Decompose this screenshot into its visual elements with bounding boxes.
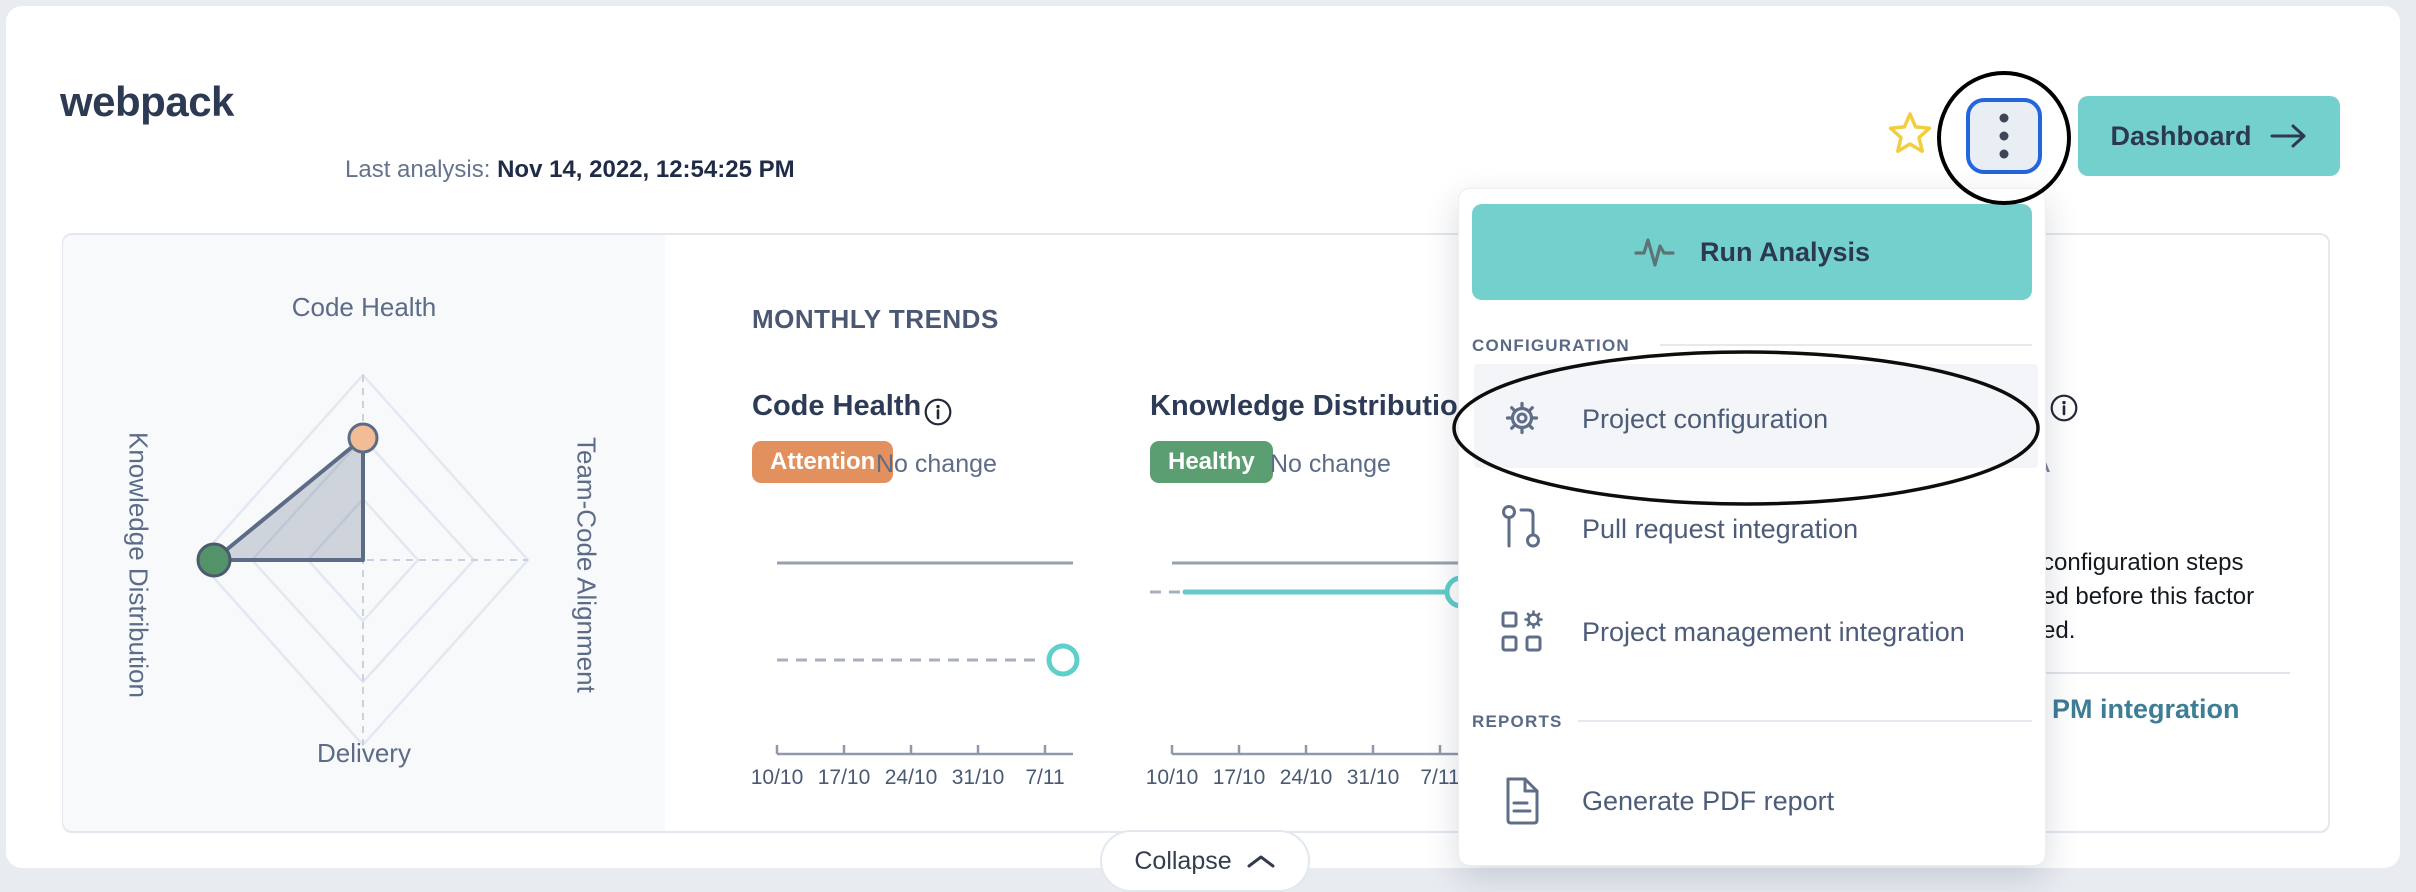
status-badge-knowledge-distribution: Healthy — [1150, 441, 1273, 483]
trend-chart-code-health — [770, 550, 1082, 765]
page-title: webpack — [60, 78, 234, 125]
trend-endpoint-code-health — [1046, 643, 1080, 677]
dashboard-button[interactable]: Dashboard — [2078, 96, 2340, 176]
x-tick-label: 31/10 — [1346, 766, 1400, 789]
menu-item-project-configuration[interactable]: Project configuration — [1582, 404, 1829, 434]
status-badge-code-health: Attention — [752, 441, 894, 483]
last-analysis-label: Last analysis: — [345, 156, 491, 183]
last-analysis-value: Nov 14, 2022, 12:54:25 PM — [497, 156, 795, 183]
note-line: configuration steps — [2042, 549, 2244, 576]
more-options-button[interactable] — [1966, 98, 2042, 174]
divider — [1660, 344, 2032, 346]
pull-request-icon — [1500, 504, 1544, 554]
modules-gear-icon — [1498, 608, 1548, 658]
favorite-star-button[interactable] — [1886, 110, 1934, 158]
factor-config-note: configuration steps ed before this facto… — [2042, 546, 2294, 648]
radar-axis-knowledge-distribution: Knowledge Distribution — [123, 432, 154, 698]
x-tick-label: 17/10 — [1212, 766, 1266, 789]
menu-item-pull-request-integration[interactable]: Pull request integration — [1582, 514, 1859, 544]
x-tick-label: 24/10 — [1279, 766, 1333, 789]
menu-item-generate-pdf-report[interactable]: Generate PDF report — [1582, 786, 1835, 816]
run-analysis-button[interactable]: Run Analysis — [1472, 204, 2032, 300]
x-tick-label: 10/10 — [1145, 766, 1199, 789]
trend-heading-knowledge-distribution: Knowledge Distribution — [1150, 390, 1476, 422]
radar-chart — [196, 372, 530, 750]
radar-axis-code-health: Code Health — [291, 292, 437, 322]
menu-item-project-management-integration[interactable]: Project management integration — [1582, 617, 1965, 647]
x-tick-label: 10/10 — [750, 766, 804, 789]
x-tick-label: 24/10 — [884, 766, 938, 789]
x-tick-label: 7/11 — [1025, 766, 1065, 789]
radar-point-code-health — [347, 422, 379, 454]
note-line: ed. — [2042, 617, 2076, 644]
chevron-up-icon — [1246, 853, 1276, 869]
pm-integration-link[interactable]: PM integration — [2052, 694, 2240, 724]
dashboard-button-label: Dashboard — [2110, 120, 2252, 151]
run-analysis-label: Run Analysis — [1699, 236, 1871, 267]
pdf-document-icon — [1500, 774, 1544, 828]
radar-axis-team-code-alignment: Team-Code Alignment — [571, 437, 602, 693]
trend-chart-knowledge-distribution — [1145, 550, 1485, 765]
monthly-trends-title: MONTHLY TRENDS — [752, 304, 999, 334]
info-icon[interactable] — [924, 398, 952, 426]
info-icon[interactable] — [2050, 394, 2078, 422]
note-line: ed before this factor — [2042, 583, 2255, 610]
menu-section-reports: REPORTS — [1472, 712, 1563, 731]
trend-change-code-health: No change — [876, 450, 997, 478]
trend-change-knowledge-distribution: No change — [1270, 450, 1391, 478]
last-analysis: Last analysis: Nov 14, 2022, 12:54:25 PM — [345, 156, 795, 184]
x-tick-label: 31/10 — [951, 766, 1005, 789]
arrow-right-icon — [2270, 123, 2308, 149]
menu-section-configuration: CONFIGURATION — [1472, 336, 1630, 355]
options-dropdown-menu — [1458, 188, 2046, 866]
vertical-ellipsis-icon — [1997, 110, 2011, 162]
star-icon — [1886, 110, 1934, 158]
radar-point-knowledge-distribution — [196, 542, 232, 578]
divider — [2042, 672, 2290, 674]
trend-heading-code-health: Code Health — [752, 390, 922, 422]
x-tick-label: 17/10 — [817, 766, 871, 789]
pulse-icon — [1634, 233, 1682, 271]
collapse-button[interactable]: Collapse — [1100, 830, 1310, 892]
gear-icon — [1498, 394, 1546, 442]
collapse-label: Collapse — [1134, 846, 1232, 875]
divider — [1578, 720, 2032, 722]
x-tick-label: 7/11 — [1420, 766, 1460, 789]
